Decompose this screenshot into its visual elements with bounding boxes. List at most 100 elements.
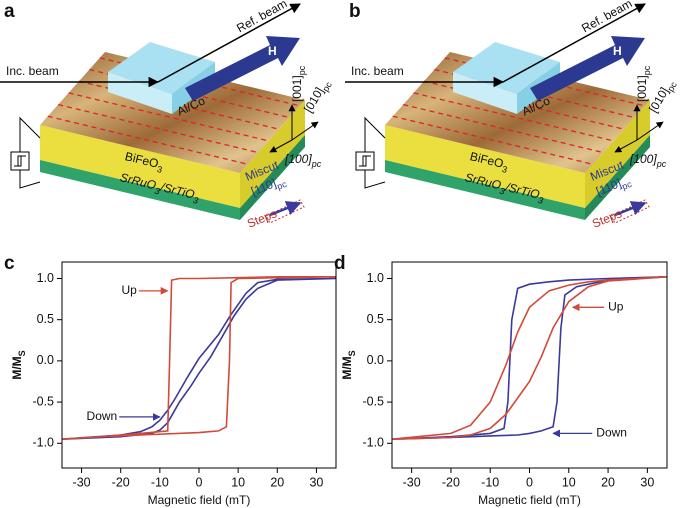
subscript: 3 — [537, 195, 544, 206]
electrode-top — [453, 42, 560, 94]
text-part: [001] — [290, 75, 304, 102]
subscript: pc — [621, 179, 634, 192]
subscript: 3 — [153, 186, 160, 197]
chart: d -1.0 -0.5 0.0 0.5 1.0 -30 -20 -10 0 10 20 30 Magnet… — [334, 253, 668, 507]
loop-line — [391, 276, 668, 440]
axis-arrow — [614, 139, 638, 153]
y-tick-label: -0.5 — [362, 394, 384, 408]
y-tick-label: 0.5 — [37, 312, 54, 326]
x-tick-label: 10 — [231, 475, 245, 489]
meter-symbol — [359, 155, 371, 167]
x-tick-label: -20 — [442, 475, 460, 489]
y-axis-title: M/MS — [340, 350, 357, 379]
axis-label: [100]pc — [284, 152, 322, 169]
box-front — [385, 125, 585, 208]
box-front — [40, 125, 240, 208]
y-tick-label: 1.0 — [37, 271, 54, 285]
subscript: 3 — [498, 186, 505, 197]
axis-label: [001]pc — [290, 65, 307, 102]
circuit-wire — [19, 170, 41, 189]
x-tick-label: -20 — [112, 475, 130, 489]
y-tick-label: 1.0 — [367, 271, 384, 285]
axis-label: [100]pc — [629, 152, 667, 169]
step-line — [403, 103, 604, 154]
x-tick-label: 20 — [270, 475, 284, 489]
subscript: 3 — [192, 195, 199, 206]
box-side — [585, 100, 650, 208]
circuit-wire — [19, 116, 41, 152]
x-tick-label: -30 — [73, 475, 91, 489]
plot-frame — [61, 261, 337, 469]
panel-label: b — [349, 1, 361, 22]
incident-beam-label: Inc. beam — [351, 64, 404, 78]
subscript: 3 — [501, 164, 508, 175]
y-tick-label: -1.0 — [32, 436, 54, 450]
x-tick-label: 20 — [601, 475, 615, 489]
substrate-side — [585, 135, 650, 220]
x-tick-label: 0 — [196, 475, 203, 489]
x-axis-title: Magnetic field (mT) — [478, 493, 581, 507]
annotation: Down — [87, 409, 118, 423]
subscript: pc — [276, 179, 289, 192]
axis-arrow — [269, 139, 293, 153]
x-tick-label: -30 — [403, 475, 421, 489]
axis-label: [001]pc — [635, 65, 652, 102]
step-line — [68, 92, 269, 142]
circuit-wire — [364, 170, 386, 189]
miscut-arrow — [614, 201, 647, 217]
x-tick-label: 30 — [309, 475, 323, 489]
x-tick-label: 10 — [562, 475, 576, 489]
subscript: S — [347, 350, 357, 356]
text-part: [100] — [284, 152, 312, 166]
subscript: pc — [642, 65, 652, 75]
substrate-front — [40, 160, 240, 220]
box-side — [240, 100, 305, 208]
substrate-side — [240, 135, 305, 220]
incident-beam-label: Inc. beam — [6, 64, 59, 78]
y-tick-label: 0.5 — [367, 312, 384, 326]
reflected-beam-label: Ref. beam — [579, 0, 634, 35]
field-label: H — [613, 44, 622, 58]
step-line — [392, 115, 593, 165]
annotation: Up — [121, 283, 137, 297]
annotation: Down — [596, 426, 627, 440]
subscript: pc — [311, 159, 322, 169]
field-arrow — [185, 36, 300, 101]
y-tick-label: -1.0 — [362, 436, 384, 450]
x-tick-label: -10 — [481, 475, 499, 489]
subscript: 3 — [156, 164, 163, 175]
subscript: pc — [297, 65, 307, 75]
steps-label: Steps — [245, 206, 279, 230]
text-part: M/M — [340, 356, 354, 379]
field-arrow — [530, 36, 645, 101]
step-line — [47, 115, 248, 165]
reflected-beam-label: Ref. beam — [234, 0, 289, 35]
y-axis-title: M/MS — [10, 350, 27, 379]
miscut-arrow — [269, 201, 302, 217]
substrate-front — [385, 160, 585, 220]
axis-label: [010]pc — [301, 76, 334, 116]
step-line — [413, 92, 614, 142]
annotation: Up — [608, 299, 624, 313]
panel-label: a — [4, 1, 15, 22]
steps-label: Steps — [590, 206, 624, 230]
panel-label: c — [4, 253, 15, 274]
y-tick-label: 0.0 — [37, 353, 54, 367]
y-tick-label: -0.5 — [32, 394, 54, 408]
electrode-top — [108, 42, 215, 94]
meter — [10, 151, 30, 171]
x-axis-title: Magnetic field (mT) — [148, 493, 251, 507]
subscript: pc — [656, 159, 667, 169]
chart: c -1.0 -0.5 0.0 0.5 1.0 -30 -20 -10 0 10 20 30 Magnet… — [4, 253, 337, 507]
meter-symbol — [14, 155, 26, 167]
plot-frame — [391, 261, 668, 469]
reflected-beam — [157, 3, 301, 83]
text-part: M/M — [10, 356, 24, 379]
step-line — [58, 103, 259, 154]
axis-label: [010]pc — [646, 76, 679, 116]
circuit-wire — [364, 116, 386, 152]
meter — [355, 151, 375, 171]
